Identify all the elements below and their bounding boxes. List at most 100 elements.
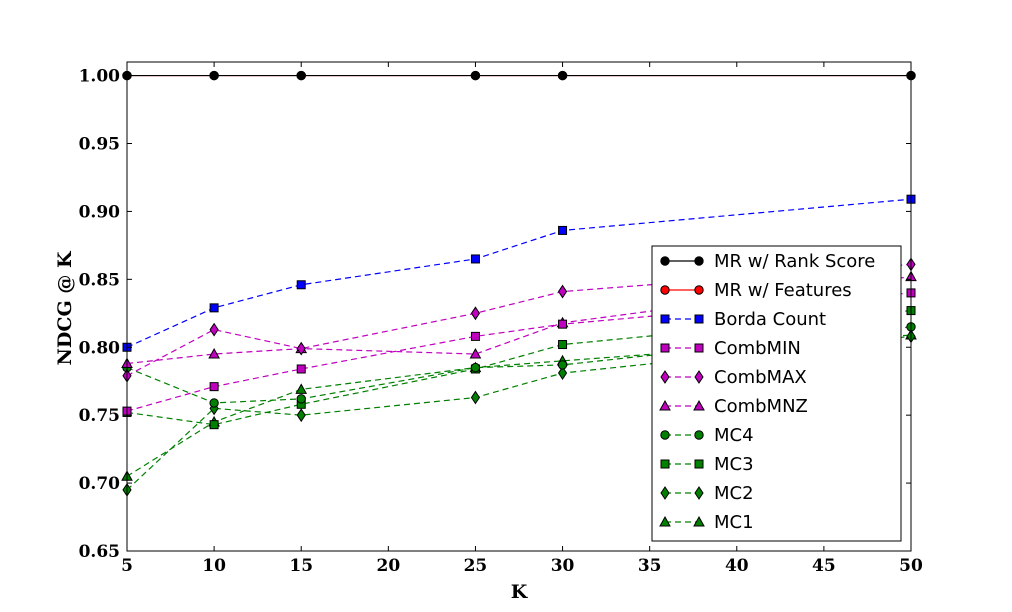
x-tick-label: 20 <box>376 556 400 576</box>
series-line <box>126 335 912 491</box>
legend-entry: MC1 <box>659 512 754 533</box>
legend-label: MC1 <box>714 512 754 533</box>
data-point <box>209 398 219 408</box>
y-tick-label: 0.80 <box>79 338 121 358</box>
legend-entry: CombMIN <box>660 338 801 359</box>
legend-marker <box>659 515 671 527</box>
legend-label: CombMIN <box>714 338 801 359</box>
legend-entry: CombMNZ <box>659 396 808 417</box>
data-point <box>557 360 568 370</box>
data-point <box>470 331 480 341</box>
y-tick-label: 0.65 <box>79 542 120 562</box>
series-line <box>126 198 912 348</box>
legend-marker <box>659 399 671 411</box>
x-tick-label: 35 <box>638 556 662 576</box>
data-point <box>557 284 568 299</box>
data-point <box>296 408 306 423</box>
legend-label: CombMAX <box>714 367 807 388</box>
legend-marker <box>660 459 670 469</box>
data-point <box>470 390 481 405</box>
legend-marker <box>660 256 670 266</box>
legend-marker <box>694 370 704 384</box>
legend-label: MR w/ Features <box>714 280 852 301</box>
legend-marker <box>660 343 670 353</box>
data-point <box>558 340 568 350</box>
legend-marker <box>694 256 704 266</box>
series-line <box>126 334 912 477</box>
x-tick-label: 45 <box>812 556 836 576</box>
data-point <box>558 319 568 329</box>
data-point <box>209 70 219 81</box>
legend-marker <box>660 314 670 324</box>
data-point <box>208 348 220 359</box>
data-point <box>296 394 306 404</box>
legend-marker <box>693 399 705 411</box>
series-line <box>126 292 912 412</box>
legend-marker <box>660 430 670 440</box>
x-tick-label: 10 <box>202 556 226 576</box>
legend-marker <box>694 314 704 324</box>
axes-frame <box>126 61 912 552</box>
legend-marker <box>694 285 704 295</box>
data-point <box>470 362 481 373</box>
plot-area <box>121 70 917 497</box>
x-tick-label: 25 <box>464 556 488 576</box>
x-tick-label: 5 <box>121 556 133 576</box>
y-tick-label: 0.70 <box>79 474 121 494</box>
series-line <box>126 309 912 426</box>
x-tick-label: 50 <box>899 556 923 576</box>
axis-ticks: 5 10 15 20 25 30 35 40 45 50 0.65 0.70 0.75 0.80 0.85 0… <box>79 62 923 576</box>
legend-entry: MR w/ Rank Score <box>660 251 875 272</box>
data-point <box>296 364 306 374</box>
series-line <box>126 326 912 404</box>
legend-box <box>651 245 902 542</box>
x-tick-label: 30 <box>551 556 575 576</box>
y-tick-label: 0.90 <box>79 202 121 222</box>
legend-label: MC2 <box>714 483 754 504</box>
legend-entry: Borda Count <box>660 309 826 330</box>
legend-marker <box>694 343 704 353</box>
series-line <box>126 276 912 365</box>
legend-label: Borda Count <box>714 309 826 330</box>
data-point <box>209 420 219 430</box>
legend-label: MR w/ Rank Score <box>714 251 875 272</box>
legend-marker <box>693 515 705 527</box>
series-mr-w-rank-score <box>122 70 916 81</box>
y-tick-label: 0.95 <box>79 135 120 155</box>
data-point <box>295 383 308 394</box>
legend-marker <box>660 486 670 500</box>
data-point <box>209 382 219 392</box>
y-tick-label: 1.00 <box>79 67 121 87</box>
data-point <box>469 348 482 359</box>
series-line <box>126 263 912 377</box>
legend-marker <box>694 486 704 500</box>
legend-marker <box>660 285 670 295</box>
data-point <box>296 280 306 290</box>
y-tick-label: 0.85 <box>79 270 120 290</box>
legend: MR w/ Rank Score MR w/ Features Borda Coun… <box>651 245 902 542</box>
x-tick-label: 15 <box>289 556 313 576</box>
legend-entry: MC2 <box>660 483 754 504</box>
legend-marker <box>694 459 704 469</box>
legend-marker <box>694 430 704 440</box>
x-axis-label: K <box>511 581 529 603</box>
y-tick-label: 0.75 <box>79 406 120 426</box>
legend-entry: CombMAX <box>660 367 807 388</box>
data-point <box>558 225 568 235</box>
data-point <box>470 70 481 81</box>
data-point <box>209 303 219 313</box>
legend-entry: MC4 <box>660 425 754 446</box>
legend-entry: MC3 <box>660 454 754 475</box>
data-point <box>296 70 306 81</box>
legend-label: MC4 <box>714 425 754 446</box>
legend-marker <box>660 370 670 384</box>
data-point <box>209 322 219 337</box>
data-point <box>470 306 481 321</box>
data-point <box>296 341 306 356</box>
x-tick-label: 40 <box>725 556 749 576</box>
data-point <box>557 70 568 81</box>
legend-label: MC3 <box>714 454 754 475</box>
y-axis-label: NDCG @ K <box>54 250 76 365</box>
data-point <box>470 254 480 264</box>
